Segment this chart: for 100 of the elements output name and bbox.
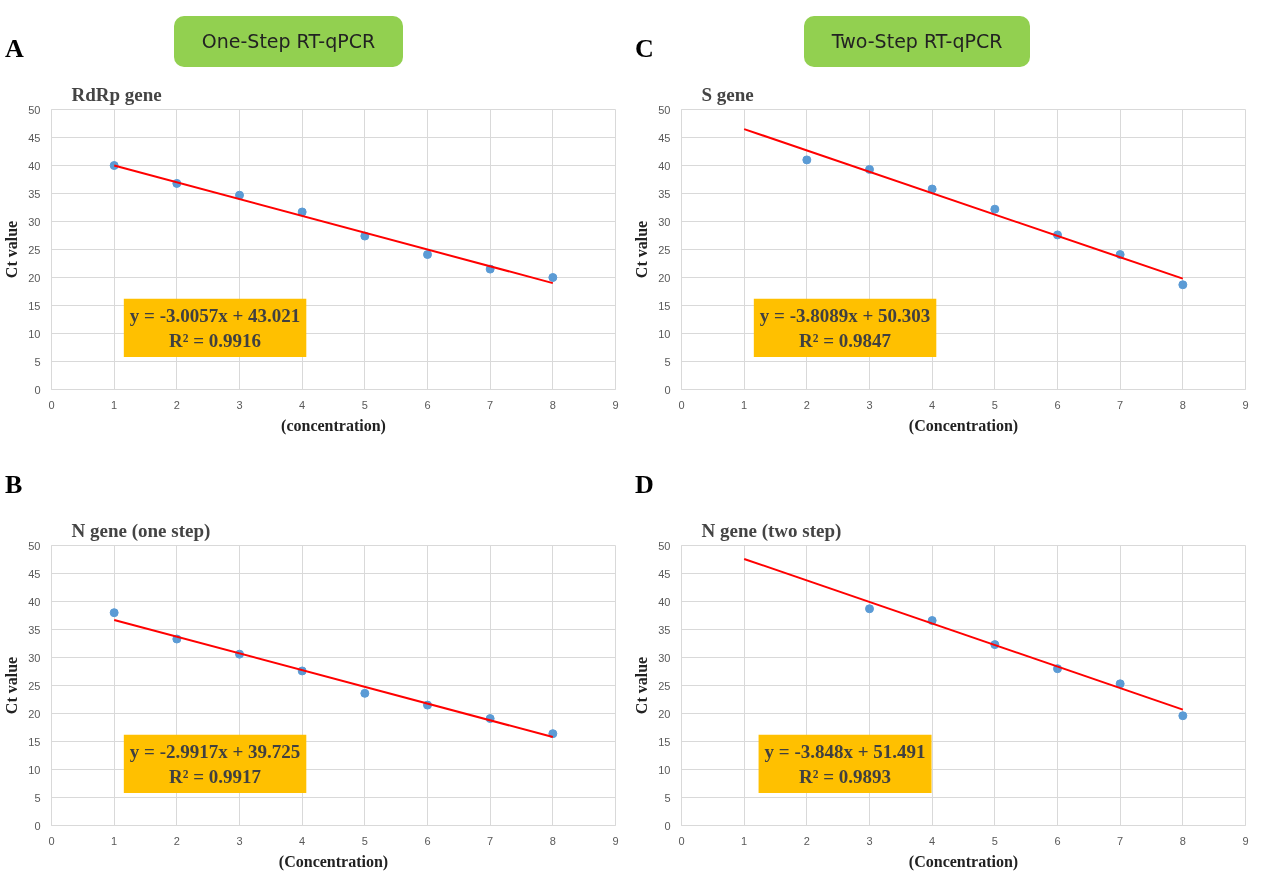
annotation: R² = 0.9893 bbox=[799, 766, 892, 787]
x-tick-label: 0 bbox=[48, 834, 55, 847]
x-tick-label: 6 bbox=[424, 834, 431, 847]
y-tick-label: 15 bbox=[658, 735, 671, 748]
x-tick-label: 0 bbox=[48, 398, 55, 411]
y-tick-label: 0 bbox=[664, 819, 671, 832]
x-tick-label: 2 bbox=[173, 834, 180, 847]
x-tick-label: 1 bbox=[111, 834, 118, 847]
y-tick-label: 5 bbox=[34, 791, 41, 804]
y-tick-label: 40 bbox=[658, 159, 671, 172]
y-tick-label: 35 bbox=[28, 623, 41, 636]
y-tick-label: 25 bbox=[658, 679, 671, 692]
x-tick-label: 6 bbox=[1054, 834, 1061, 847]
x-tick-label: 4 bbox=[929, 398, 936, 411]
y-tick-label: 40 bbox=[28, 595, 41, 608]
y-tick-label: 40 bbox=[658, 595, 671, 608]
y-tick-label: 40 bbox=[28, 159, 41, 172]
y-axis-title: Ct value bbox=[3, 220, 21, 279]
x-tick-label: 3 bbox=[236, 398, 243, 411]
x-tick-label: 5 bbox=[361, 398, 368, 411]
annotation: R² = 0.9847 bbox=[799, 330, 892, 351]
x-tick-label: 2 bbox=[803, 398, 810, 411]
x-tick-label: 4 bbox=[299, 834, 306, 847]
y-tick-label: 10 bbox=[28, 327, 41, 340]
y-tick-label: 50 bbox=[658, 103, 671, 116]
x-tick-label: 9 bbox=[612, 834, 619, 847]
y-tick-label: 35 bbox=[658, 623, 671, 636]
y-tick-label: 25 bbox=[28, 243, 41, 256]
y-tick-label: 20 bbox=[658, 271, 671, 284]
y-tick-label: 45 bbox=[658, 131, 671, 144]
y-tick-label: 10 bbox=[28, 763, 41, 776]
y-tick-label: 10 bbox=[658, 763, 671, 776]
y-tick-label: 20 bbox=[658, 707, 671, 720]
y-tick-label: 0 bbox=[34, 383, 41, 396]
y-tick-label: 15 bbox=[28, 735, 41, 748]
x-tick-label: 9 bbox=[1242, 398, 1249, 411]
x-tick-label: 8 bbox=[1179, 834, 1186, 847]
chart-title: N gene (one step) bbox=[71, 519, 211, 542]
text: D bbox=[635, 468, 654, 501]
y-tick-label: 45 bbox=[28, 567, 41, 580]
x-tick-label: 4 bbox=[299, 398, 306, 411]
text: A bbox=[5, 32, 24, 65]
y-axis-title: Ct value bbox=[633, 220, 651, 279]
chart-title: N gene (two step) bbox=[701, 519, 842, 542]
y-tick-label: 30 bbox=[28, 651, 41, 664]
y-tick-label: 20 bbox=[28, 707, 41, 720]
y-tick-label: 0 bbox=[664, 383, 671, 396]
x-tick-label: 2 bbox=[173, 398, 180, 411]
x-tick-label: 3 bbox=[866, 834, 873, 847]
y-tick-label: 35 bbox=[658, 187, 671, 200]
x-tick-label: 1 bbox=[741, 398, 748, 411]
y-tick-label: 50 bbox=[658, 539, 671, 552]
y-tick-label: 30 bbox=[658, 651, 671, 664]
text: B bbox=[5, 468, 23, 501]
x-tick-label: 3 bbox=[866, 398, 873, 411]
chart-title: S gene bbox=[701, 83, 754, 105]
y-tick-label: 15 bbox=[658, 299, 671, 312]
y-tick-label: 35 bbox=[28, 187, 41, 200]
y-tick-label: 30 bbox=[28, 215, 41, 228]
y-tick-label: 20 bbox=[28, 271, 41, 284]
y-tick-label: 15 bbox=[28, 299, 41, 312]
y-axis-title: Ct value bbox=[633, 656, 651, 715]
x-tick-label: 7 bbox=[487, 834, 494, 847]
annotation: y = -3.0057x + 43.021 bbox=[129, 304, 301, 326]
text: C bbox=[635, 32, 654, 65]
x-tick-label: 8 bbox=[1179, 398, 1186, 411]
annotation: y = -3.8089x + 50.303 bbox=[759, 304, 931, 326]
annotation: y = -2.9917x + 39.725 bbox=[129, 740, 301, 762]
x-tick-label: 3 bbox=[236, 834, 243, 847]
x-tick-label: 2 bbox=[803, 834, 810, 847]
x-axis-title: (Concentration) bbox=[908, 416, 1019, 435]
y-tick-label: 45 bbox=[658, 567, 671, 580]
y-axis-title: Ct value bbox=[3, 656, 21, 715]
x-axis-title: (Concentration) bbox=[908, 852, 1019, 871]
annotation: R² = 0.9916 bbox=[169, 330, 262, 351]
y-tick-label: 25 bbox=[658, 243, 671, 256]
x-tick-label: 5 bbox=[361, 834, 368, 847]
x-tick-label: 5 bbox=[991, 834, 998, 847]
annotation: y = -3.848x + 51.491 bbox=[764, 740, 926, 762]
y-tick-label: 50 bbox=[28, 103, 41, 116]
x-tick-label: 9 bbox=[612, 398, 619, 411]
y-tick-label: 10 bbox=[658, 327, 671, 340]
x-tick-label: 7 bbox=[1117, 834, 1124, 847]
x-tick-label: 9 bbox=[1242, 834, 1249, 847]
x-tick-label: 8 bbox=[549, 834, 556, 847]
y-tick-label: 50 bbox=[28, 539, 41, 552]
x-tick-label: 5 bbox=[991, 398, 998, 411]
y-tick-label: 5 bbox=[664, 355, 671, 368]
y-tick-label: 5 bbox=[34, 355, 41, 368]
y-tick-label: 30 bbox=[658, 215, 671, 228]
x-tick-label: 7 bbox=[487, 398, 494, 411]
y-tick-label: 45 bbox=[28, 131, 41, 144]
x-tick-label: 4 bbox=[929, 834, 936, 847]
x-tick-label: 1 bbox=[111, 398, 118, 411]
text: Two-Step RT-qPCR bbox=[803, 15, 1031, 67]
y-tick-label: 25 bbox=[28, 679, 41, 692]
x-tick-label: 1 bbox=[741, 834, 748, 847]
x-tick-label: 0 bbox=[678, 834, 685, 847]
y-tick-label: 0 bbox=[34, 819, 41, 832]
x-tick-label: 6 bbox=[424, 398, 431, 411]
